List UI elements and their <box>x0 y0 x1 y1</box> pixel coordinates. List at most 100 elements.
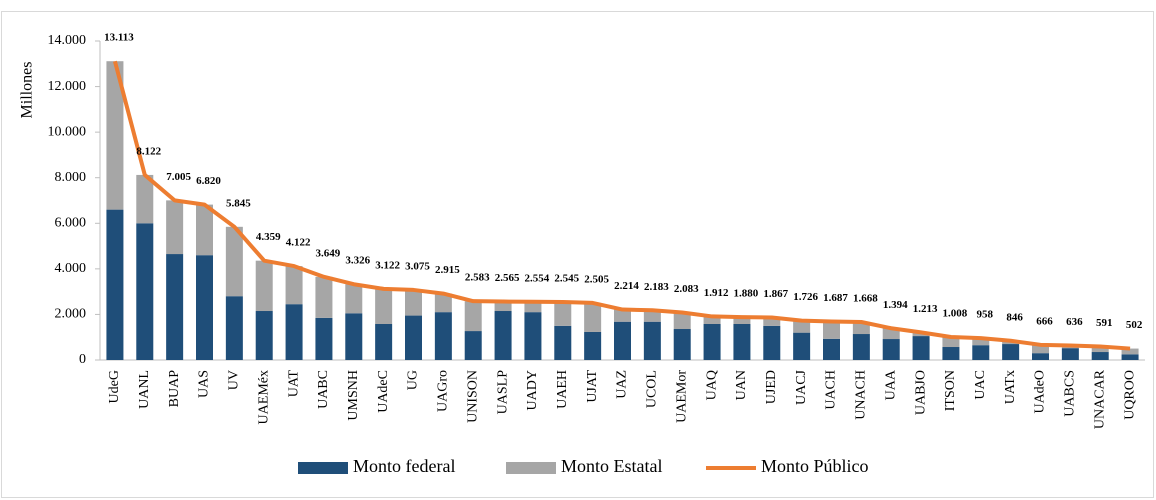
bar-segment <box>315 276 333 318</box>
data-label: 1.394 <box>883 299 908 311</box>
bar-segment <box>524 301 542 313</box>
bar-segment <box>882 328 900 340</box>
x-tick-label: UJAT <box>585 370 600 403</box>
x-tick-label: UACJ <box>794 369 809 405</box>
data-label: 846 <box>1006 311 1023 323</box>
bar-segment <box>584 331 602 360</box>
x-tick-label: UAA <box>883 369 898 400</box>
x-tick-label: UAS <box>197 370 212 398</box>
bar-segment <box>136 174 154 224</box>
bar-segment <box>852 334 870 360</box>
bar-segment <box>494 301 512 312</box>
bar-segment <box>614 321 631 360</box>
bar-segment <box>464 331 482 360</box>
data-label: 1.880 <box>734 288 759 300</box>
data-label: 3.649 <box>316 247 341 259</box>
x-tick-label: UG <box>406 370 421 390</box>
bar-segment <box>524 312 542 360</box>
bar-segment <box>643 321 661 360</box>
y-tick-label: 2.000 <box>55 307 87 322</box>
y-tick-label: 6.000 <box>55 216 87 231</box>
data-label: 2.505 <box>584 273 609 285</box>
x-tick-label: UABCS <box>1063 370 1078 417</box>
bar-segment <box>554 325 572 360</box>
data-label: 502 <box>1126 319 1143 331</box>
bar-segment <box>405 315 422 360</box>
data-label: 2.565 <box>495 272 520 284</box>
data-label: 7.005 <box>166 171 191 183</box>
x-tick-label: UABJO <box>913 370 928 415</box>
data-label: 1.726 <box>793 291 818 303</box>
bar-segment <box>255 260 273 312</box>
data-label: 2.554 <box>525 272 550 284</box>
bar-segment <box>673 329 691 360</box>
bar-segment <box>763 325 781 360</box>
bar-segment <box>106 209 124 360</box>
bar-segment <box>345 284 363 314</box>
bar-segment <box>494 311 512 360</box>
bar-segment <box>1091 346 1109 353</box>
x-tick-label: UAdeO <box>1033 370 1048 414</box>
x-tick-label: UANL <box>137 370 152 409</box>
y-tick-label: 12.000 <box>48 79 87 94</box>
bar-segment <box>1121 354 1139 360</box>
bar-segment <box>196 255 213 360</box>
data-label: 4.122 <box>286 237 311 249</box>
data-label: 4.359 <box>256 231 281 243</box>
data-label: 636 <box>1066 316 1083 328</box>
data-label: 3.075 <box>405 260 430 272</box>
y-tick-label: 10.000 <box>48 124 87 139</box>
bar-segment <box>285 304 303 360</box>
bar-segment <box>793 320 811 333</box>
x-tick-label: UMSNH <box>346 370 361 421</box>
bar-segment <box>823 338 840 360</box>
x-tick-label: UAT <box>286 370 301 398</box>
data-label: 2.915 <box>435 264 460 276</box>
data-label: 3.326 <box>345 255 370 267</box>
x-tick-label: UJED <box>764 370 779 404</box>
bar-segment <box>166 254 184 360</box>
bar-segment <box>972 338 990 346</box>
data-label: 591 <box>1096 317 1113 329</box>
bar-segment <box>196 204 213 256</box>
data-label: 958 <box>977 309 994 321</box>
x-tick-label: UADY <box>525 370 540 410</box>
x-tick-label: UV <box>227 370 242 390</box>
bar-segment <box>763 317 781 326</box>
legend-swatch <box>298 462 348 474</box>
x-tick-label: UCOL <box>645 370 660 408</box>
bar-segment <box>1032 344 1049 354</box>
x-tick-label: UNACAR <box>1092 369 1107 429</box>
y-tick-label: 4.000 <box>55 261 87 276</box>
bar-segment <box>614 309 631 322</box>
bar-segment <box>1032 353 1049 360</box>
legend-swatch <box>506 462 556 474</box>
data-label: 6.820 <box>196 175 221 187</box>
bar-segment <box>703 323 721 360</box>
y-axis-label: Millones <box>19 62 36 119</box>
x-tick-label: UAC <box>973 370 988 400</box>
bar-segment <box>255 311 273 360</box>
bar-segment <box>1091 352 1109 360</box>
data-label: 1.213 <box>913 303 938 315</box>
data-label: 2.183 <box>644 281 669 293</box>
bar-segment <box>166 200 184 255</box>
bar-segment <box>823 321 840 339</box>
y-tick-label: 8.000 <box>55 170 87 185</box>
legend-label: Monto Público <box>761 456 869 476</box>
bar-segment <box>225 296 243 360</box>
bar-segment <box>912 336 930 360</box>
x-tick-label: UNISON <box>465 370 480 423</box>
x-tick-label: ITSON <box>943 370 958 411</box>
x-tick-label: BUAP <box>167 370 182 408</box>
bar-segment <box>375 288 393 324</box>
x-tick-label: UABC <box>316 370 331 409</box>
bar-segment <box>554 302 572 326</box>
bar-segment <box>673 312 691 330</box>
bar-segment <box>1121 348 1139 355</box>
data-label: 3.122 <box>375 259 400 271</box>
bar-segment <box>643 310 661 322</box>
x-tick-label: UATx <box>1003 370 1018 404</box>
x-tick-label: UAQ <box>704 370 719 400</box>
